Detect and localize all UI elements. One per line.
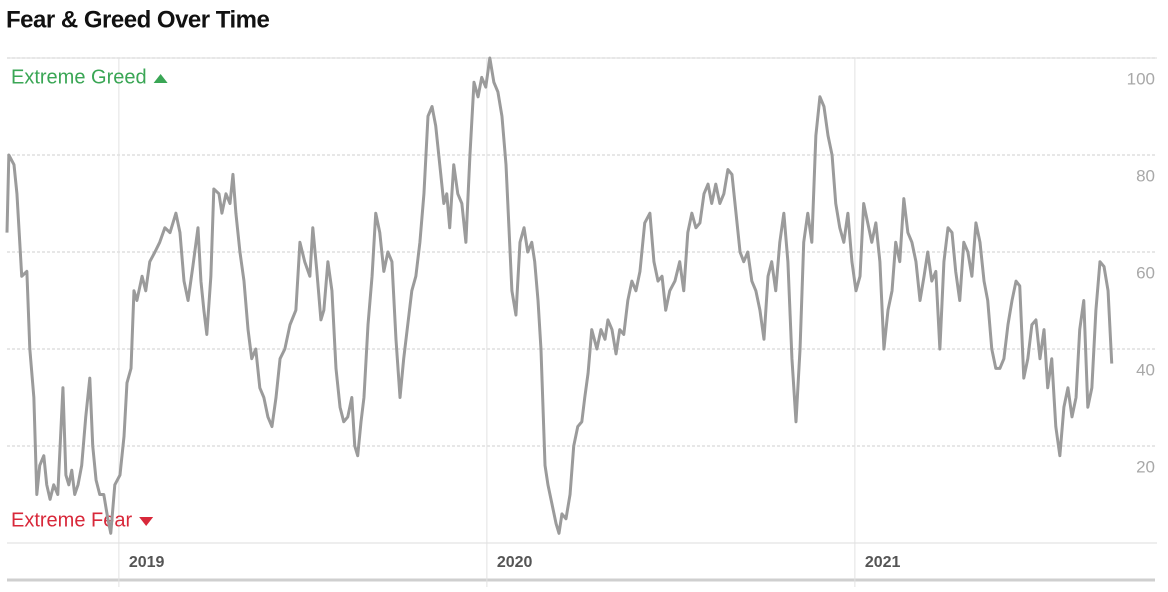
y-tick-label: 40 [1136, 360, 1155, 379]
y-tick-label: 60 [1136, 263, 1155, 282]
x-tick-label: 2019 [129, 554, 165, 571]
data-line [5, 56, 1114, 535]
annotation-icon [139, 517, 154, 526]
y-tick-label: 100 [1127, 69, 1155, 88]
y-tick-label: 20 [1136, 457, 1155, 476]
x-tick-label: 2020 [497, 554, 533, 571]
annotation: Extreme Fear [11, 509, 132, 531]
annotation-icon [153, 74, 168, 83]
chart-title: Fear & Greed Over Time [6, 6, 270, 33]
x-tick-label: 2021 [865, 554, 901, 571]
annotation: Extreme Greed [11, 66, 147, 88]
y-tick-label: 80 [1136, 166, 1155, 185]
